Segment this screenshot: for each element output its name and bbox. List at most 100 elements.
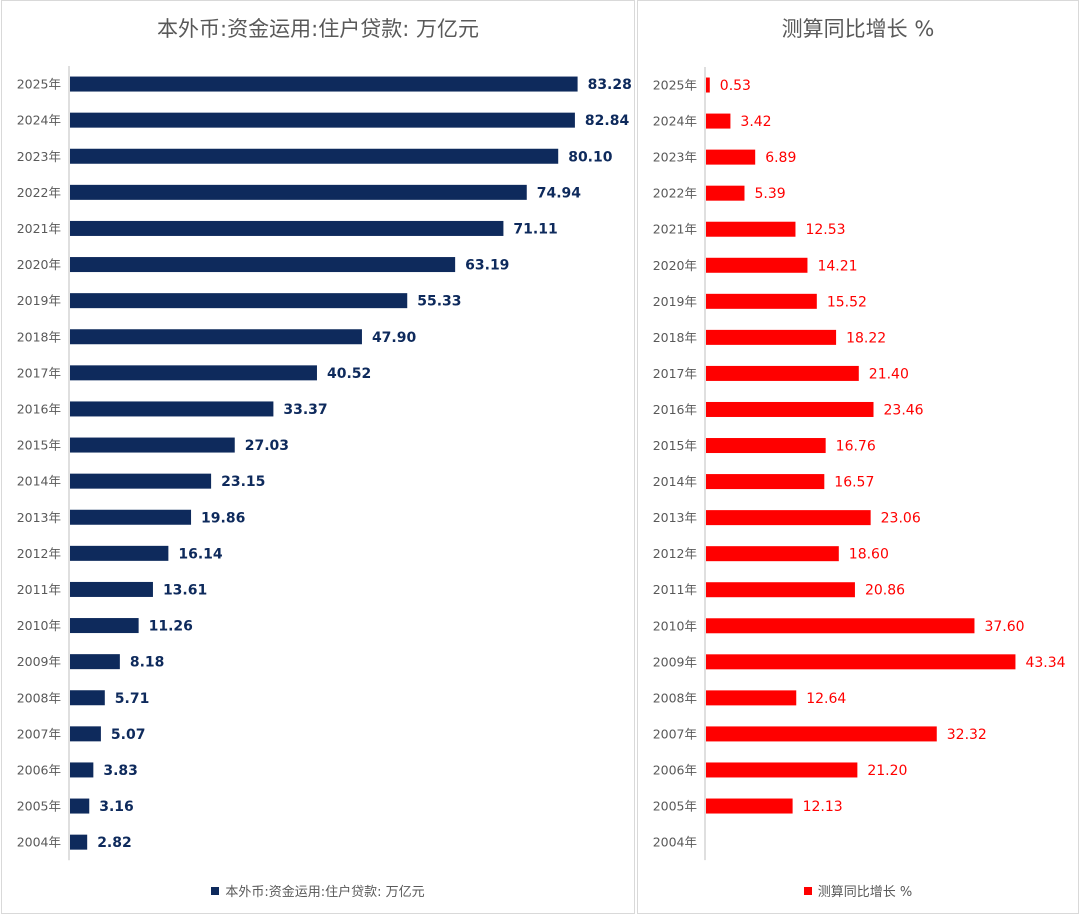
right-data-label: 16.76 — [836, 439, 876, 455]
left-data-label: 19.86 — [201, 510, 245, 526]
right-bar — [706, 690, 797, 706]
right-legend-swatch — [803, 887, 812, 895]
right-data-label: 15.52 — [827, 294, 867, 310]
right-tick-label: 2021年 — [653, 222, 697, 237]
left-data-label: 33.37 — [283, 402, 327, 418]
left-bar — [70, 401, 274, 417]
right-bar — [706, 149, 756, 165]
left-bar — [70, 293, 408, 309]
left-bar — [70, 473, 212, 489]
right-bar — [706, 798, 793, 814]
right-data-label: 12.13 — [803, 799, 843, 815]
right-data-label: 43.34 — [1025, 655, 1065, 671]
left-bar — [70, 329, 362, 345]
right-bar — [706, 365, 859, 381]
left-tick-label: 2025年 — [17, 77, 61, 92]
left-data-label: 27.03 — [245, 438, 289, 454]
left-data-label: 82.84 — [585, 113, 630, 129]
right-data-label: 5.39 — [754, 186, 785, 202]
left-bar — [70, 834, 88, 850]
right-bar — [706, 113, 731, 129]
left-data-label: 3.16 — [99, 799, 134, 815]
right-tick-label: 2004年 — [653, 835, 697, 850]
left-bar — [70, 76, 578, 92]
left-data-label: 2.82 — [97, 835, 132, 851]
right-chart-legend: 测算同比增长 % — [638, 881, 1078, 900]
right-chart-plot: 2025年 0.53 2024年 3.42 2023年 6.89 2022年 5.39 2021… — [653, 67, 1066, 861]
left-chart-legend: 本外币:资金运用:住户贷款: 万亿元 — [2, 881, 634, 900]
right-tick-label: 2008年 — [653, 690, 697, 705]
right-bar — [706, 546, 839, 562]
right-bar — [706, 582, 855, 598]
right-data-label: 3.42 — [740, 114, 771, 130]
right-bar — [706, 185, 745, 201]
left-bar — [70, 365, 317, 381]
left-tick-label: 2011年 — [17, 582, 61, 597]
right-tick-label: 2020年 — [653, 258, 697, 273]
right-data-label: 21.40 — [869, 366, 909, 382]
right-tick-label: 2019年 — [653, 294, 697, 309]
left-data-label: 5.07 — [111, 727, 146, 743]
right-data-label: 0.53 — [720, 78, 751, 94]
left-tick-label: 2015年 — [17, 438, 61, 453]
right-tick-label: 2016年 — [653, 402, 697, 417]
left-tick-label: 2021年 — [17, 221, 61, 236]
right-bar — [706, 257, 808, 273]
right-tick-label: 2022年 — [653, 186, 697, 201]
left-bar — [70, 618, 139, 634]
right-bar — [706, 293, 817, 309]
right-data-label: 23.46 — [884, 402, 924, 418]
left-bar — [70, 798, 90, 814]
left-bar — [70, 545, 169, 561]
right-data-label: 16.57 — [834, 475, 874, 491]
right-tick-label: 2017年 — [653, 366, 697, 381]
left-tick-label: 2019年 — [17, 293, 61, 308]
right-tick-label: 2006年 — [653, 762, 697, 777]
left-data-label: 3.83 — [103, 763, 138, 779]
right-bar — [706, 726, 937, 742]
left-tick-label: 2017年 — [17, 365, 61, 380]
left-bar — [70, 184, 527, 200]
left-data-label: 8.18 — [130, 655, 165, 671]
right-bar — [706, 510, 871, 526]
left-tick-label: 2013年 — [17, 510, 61, 525]
right-data-label: 14.21 — [817, 258, 857, 274]
left-bar — [70, 220, 504, 236]
right-tick-label: 2005年 — [653, 799, 697, 814]
right-bar — [706, 618, 975, 634]
right-tick-label: 2011年 — [653, 582, 697, 597]
right-data-label: 20.86 — [865, 583, 905, 599]
right-bar — [706, 654, 1016, 670]
left-bar — [70, 654, 120, 670]
left-bar — [70, 581, 153, 597]
left-data-label: 13.61 — [163, 582, 207, 598]
left-chart-plot: 2025年 83.28 2024年 82.84 2023年 80.10 2022年 74.94… — [17, 66, 632, 861]
left-legend-label: 本外币:资金运用:住户贷款: 万亿元 — [225, 885, 425, 900]
right-tick-label: 2007年 — [653, 726, 697, 741]
right-data-label: 18.60 — [849, 547, 889, 563]
right-bar — [706, 77, 710, 93]
left-bar — [70, 726, 101, 742]
left-tick-label: 2008年 — [17, 690, 61, 705]
left-tick-label: 2016年 — [17, 401, 61, 416]
left-data-label: 5.71 — [115, 691, 150, 707]
left-bar — [70, 257, 456, 273]
left-tick-label: 2012年 — [17, 546, 61, 561]
right-data-label: 21.20 — [867, 763, 907, 779]
right-tick-label: 2013年 — [653, 510, 697, 525]
right-tick-label: 2023年 — [653, 150, 697, 165]
right-bar — [706, 474, 825, 490]
right-data-label: 37.60 — [984, 619, 1024, 635]
left-chart-title: 本外币:资金运用:住户贷款: 万亿元 — [157, 17, 479, 41]
left-tick-label: 2004年 — [17, 835, 61, 850]
right-bar — [706, 221, 796, 237]
left-bar — [70, 509, 192, 525]
left-tick-label: 2020年 — [17, 257, 61, 272]
right-data-label: 23.06 — [881, 511, 921, 527]
right-tick-label: 2024年 — [653, 114, 697, 129]
right-data-label: 32.32 — [947, 727, 987, 743]
right-data-label: 12.53 — [805, 222, 845, 238]
right-chart-panel: 测算同比增长 % 2025年 0.53 2024年 3.42 2023年 6.89 2022… — [637, 0, 1079, 914]
right-legend-label: 测算同比增长 % — [817, 885, 913, 900]
right-tick-label: 2015年 — [653, 438, 697, 453]
